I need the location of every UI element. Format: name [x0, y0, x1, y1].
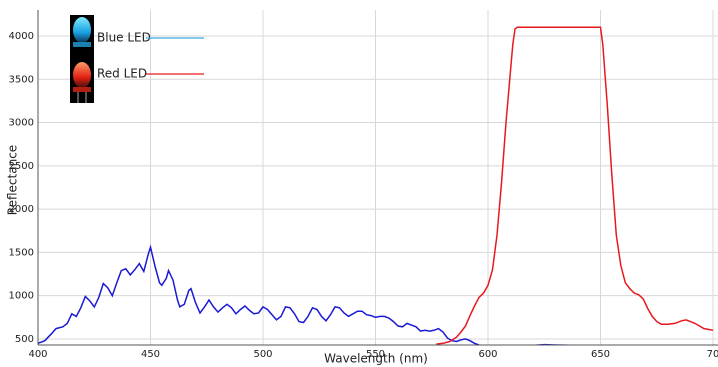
legend-label: Red LED — [97, 67, 147, 81]
series-line — [436, 27, 713, 344]
x-tick-label: 650 — [591, 349, 610, 360]
legend: Blue LED Red LED — [70, 15, 204, 103]
y-tick-label: 2500 — [9, 161, 34, 172]
y-tick-label: 3500 — [9, 74, 34, 85]
y-tick-label: 500 — [15, 334, 34, 345]
y-tick-label: 2000 — [9, 204, 34, 215]
x-tick-label: 400 — [28, 349, 47, 360]
x-tick-label: 450 — [141, 349, 160, 360]
chart: Wavelength (nm) Reflectance Blue LEDRed … — [0, 0, 718, 367]
red-led-base — [73, 87, 91, 92]
x-tick-label: 500 — [253, 349, 272, 360]
series-line — [38, 247, 578, 345]
grid — [38, 10, 718, 345]
y-tick-label: 1500 — [9, 247, 34, 258]
y-tick-label: 4000 — [9, 31, 34, 42]
y-tick-label: 1000 — [9, 291, 34, 302]
blue-led-icon — [73, 17, 91, 43]
red-led-icon — [73, 62, 91, 88]
x-tick-label: 600 — [478, 349, 497, 360]
x-tick-label: 550 — [366, 349, 385, 360]
blue-led-base — [73, 42, 91, 47]
y-tick-label: 3000 — [9, 118, 34, 129]
legend-label: Blue LED — [97, 31, 151, 45]
x-tick-label: 70 — [707, 349, 718, 360]
